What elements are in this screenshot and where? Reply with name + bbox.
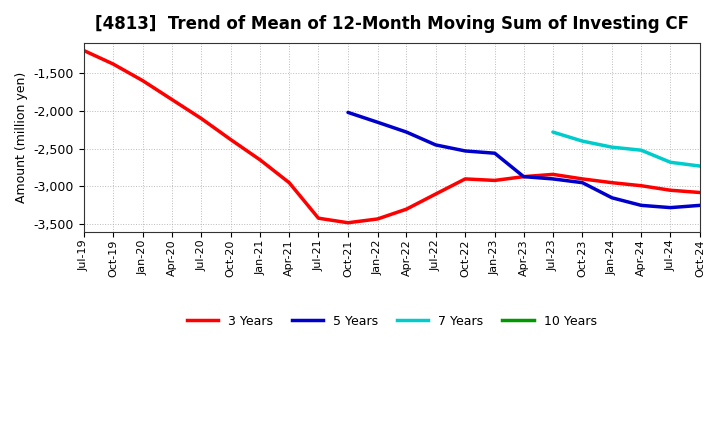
- Y-axis label: Amount (million yen): Amount (million yen): [15, 72, 28, 203]
- Title: [4813]  Trend of Mean of 12-Month Moving Sum of Investing CF: [4813] Trend of Mean of 12-Month Moving …: [95, 15, 689, 33]
- Line: 3 Years: 3 Years: [84, 51, 700, 223]
- Line: 5 Years: 5 Years: [348, 112, 700, 208]
- Legend: 3 Years, 5 Years, 7 Years, 10 Years: 3 Years, 5 Years, 7 Years, 10 Years: [182, 310, 602, 333]
- Line: 7 Years: 7 Years: [553, 132, 700, 166]
